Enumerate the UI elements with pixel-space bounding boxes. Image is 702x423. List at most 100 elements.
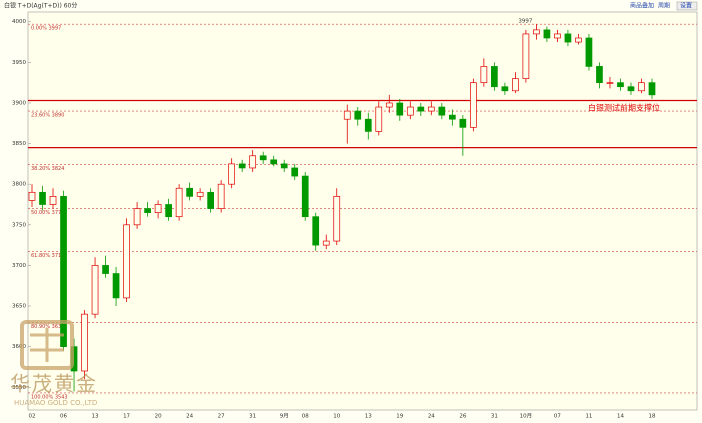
x-tick-label: 24 [186,414,193,420]
x-tick-label: 19 [396,414,403,420]
candle-body [448,114,456,120]
candle-body [406,106,414,116]
x-tick-label: 24 [428,414,435,420]
candle-body [491,66,498,88]
button[interactable]: 商品叠加 [630,2,654,10]
x-tick-label: 13 [92,414,99,420]
x-tick-label: 07 [554,414,561,420]
fib-label: 80.90% 3630 [31,324,64,330]
chart-title: 白银 T+D(Ag(T+D)) 60分 [4,2,77,10]
candle-body [501,86,509,92]
candle-body [238,163,246,169]
candle-body [617,82,624,88]
candle-body [207,191,214,209]
candle-body [259,155,267,161]
x-tick-label: 26 [459,414,466,420]
candle-body [81,313,88,372]
x-tick-label: 10 [333,414,340,420]
candle-body [427,106,435,112]
candle-body [417,106,425,112]
candle-body [385,102,393,108]
candle-body [39,191,46,205]
y-tick-label: 4000 [12,19,26,25]
candle-body [512,78,519,92]
candle-body [154,204,162,213]
x-tick-label: 02 [29,414,36,420]
x-tick-label: 06 [60,414,67,420]
candle-body [270,159,278,165]
x-tick-label: 11 [585,414,592,420]
candle-body [396,102,404,116]
y-tick-label: 3550 [12,385,26,391]
y-tick-label: 3800 [12,182,26,188]
candle-body [364,118,372,132]
y-tick-label: 3600 [12,344,26,350]
fib-label: 38.20% 3824 [31,166,64,172]
x-tick-label: 08 [302,414,309,420]
fib-label: 100.00% 3543 [31,394,68,400]
watermark-name: 华茂黄金 [10,372,98,396]
candle-body [133,208,141,226]
candle-body [186,187,193,197]
candle-body [28,191,36,201]
candle-body [575,37,582,43]
candle-body [543,29,551,39]
fib-label: 23.60% 3890 [31,113,64,119]
candle-body [91,265,99,315]
candle-body [280,163,288,169]
candle-body [312,216,320,246]
candle-body [175,187,183,218]
candle-body [438,106,446,116]
fib-label: 0.00% 3997 [31,26,61,32]
candle-body [375,106,383,132]
x-tick-label: 20 [155,414,162,420]
peak-label: 3997 [518,19,532,25]
candle-body [648,82,656,96]
candle-body [596,66,603,84]
candle-body [301,175,309,218]
button-frame[interactable] [676,1,698,11]
candle-body [480,66,488,84]
candle-body [217,183,225,209]
candle-body [196,191,204,197]
candle-body [627,86,635,92]
x-tick-label: 17 [123,414,130,420]
y-tick-label: 3700 [12,263,26,269]
candle-body [585,37,593,67]
candle-body [165,204,172,218]
x-tick-label: 27 [218,414,225,420]
button[interactable]: 设置 [680,2,692,10]
candle-body [564,33,572,43]
candle-body [112,273,120,299]
x-tick-label: 31 [491,414,498,420]
candle-body [354,110,362,120]
candle-body [459,118,467,128]
x-tick-label: 14 [617,414,624,420]
y-tick-label: 3950 [12,60,26,66]
x-tick-label: 9月 [280,413,289,420]
button[interactable]: 周期 [658,2,670,10]
candle-body [60,196,67,347]
candle-body [333,196,341,242]
x-tick-label: 10月 [520,413,533,420]
candle-body [638,82,645,92]
candle-body [228,163,236,185]
watermark-sub: HUAMAO GOLD CO.,LTD [14,399,97,407]
logo [20,320,74,370]
annotation: 白银测试前期支撑位 [588,103,660,113]
y-tick-label: 3650 [12,304,26,310]
candle-body [322,240,330,246]
candle-body [291,167,299,177]
candle-body [470,82,477,128]
candle-body [554,33,561,39]
candle-body [102,265,109,274]
fib-label: 61.80% 3717 [31,253,64,259]
candle-body [123,224,130,299]
watermark: 华茂黄金 HUAMAO GOLD CO.,LTD [10,320,98,407]
x-tick-label: 18 [649,414,656,420]
y-tick-label: 3850 [12,141,26,147]
candle-body [144,208,151,213]
y-tick-label: 3750 [12,222,26,228]
candle-body [49,196,57,205]
